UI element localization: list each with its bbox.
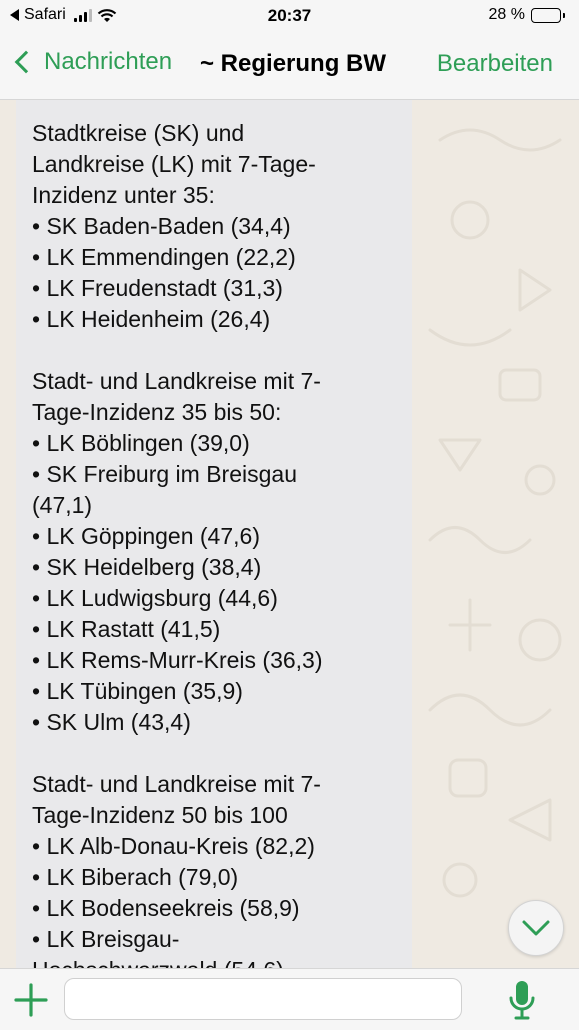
message-list[interactable]: Stadtkreise (SK) und Landkreise (LK) mit… <box>0 100 579 968</box>
message-input-bar <box>0 968 579 1030</box>
battery-icon <box>531 7 565 23</box>
microphone-icon[interactable] <box>507 979 537 1021</box>
back-app-label: Safari <box>24 6 66 23</box>
chat-wallpaper-pattern <box>428 128 562 898</box>
back-button-label: Nachrichten <box>44 48 173 75</box>
plus-icon[interactable] <box>14 983 48 1017</box>
wifi-icon <box>97 8 117 22</box>
scroll-to-bottom-button[interactable] <box>508 900 564 956</box>
chevron-left-icon <box>14 50 38 74</box>
status-bar: Safari 20:37 28 % <box>0 0 579 34</box>
cellular-signal-icon <box>73 8 92 22</box>
edit-button[interactable]: Bearbeiten <box>436 50 553 77</box>
chevron-down-icon <box>522 920 550 936</box>
battery-status: 28 % <box>488 6 565 24</box>
chat-header: Nachrichten ~ Regierung BW Bearbeiten <box>0 34 579 100</box>
back-to-app[interactable]: Safari <box>10 6 117 24</box>
clock: 20:37 <box>267 6 312 25</box>
battery-percent: 28 % <box>488 6 525 23</box>
chat-title[interactable]: ~ Regierung BW <box>200 50 387 77</box>
message-input[interactable] <box>64 978 462 1020</box>
message-bubble[interactable]: Stadtkreise (SK) und Landkreise (LK) mit… <box>16 100 412 968</box>
back-button[interactable]: Nachrichten <box>12 48 172 76</box>
back-triangle-icon <box>10 9 19 21</box>
